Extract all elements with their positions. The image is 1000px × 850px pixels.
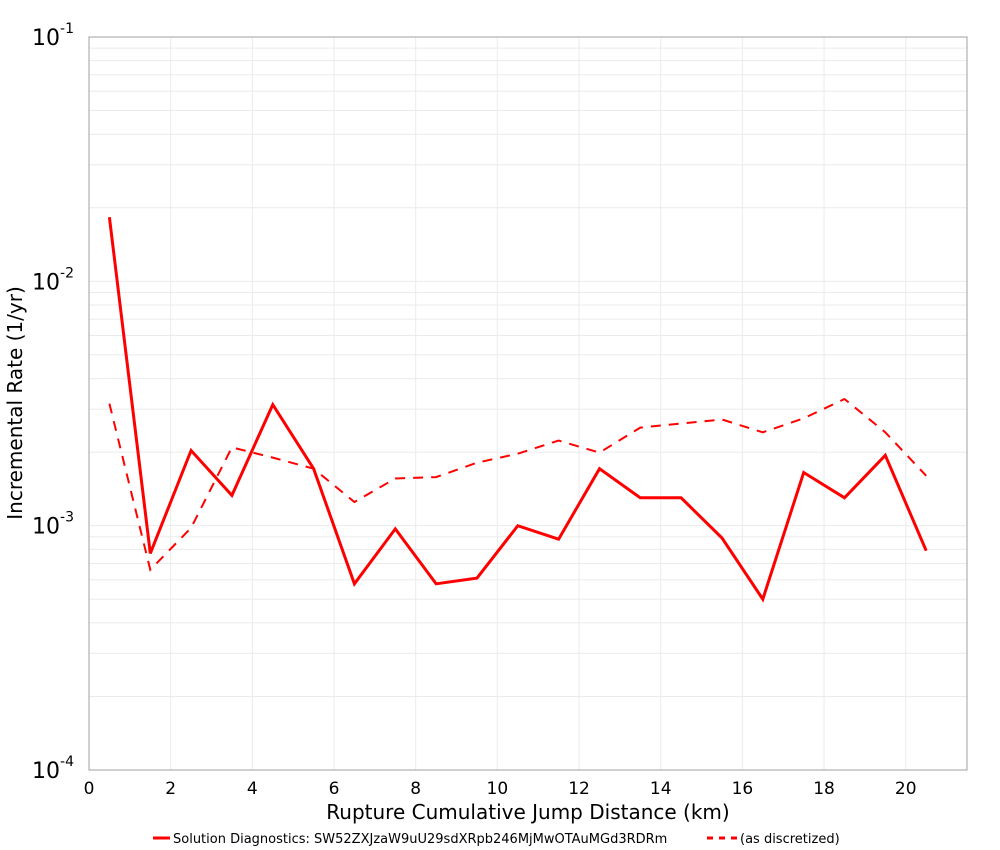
x-tick-label: 6 [329, 779, 340, 799]
x-tick-label: 18 [813, 779, 835, 799]
y-tick-label: 10-2 [32, 265, 74, 295]
legend-dashed-label: (as discretized) [740, 832, 840, 847]
x-tick-label: 16 [732, 779, 754, 799]
series-line-discretized [108, 397, 927, 572]
x-tick-label: 8 [410, 779, 421, 799]
plot-area [89, 37, 967, 770]
legend-solid-label: Solution Diagnostics: SW52ZXJzaW9uU29sdX… [173, 832, 667, 847]
x-tick-label: 2 [165, 779, 176, 799]
y-tick-label: 10-3 [32, 510, 74, 540]
y-tick-label: 10-4 [32, 754, 74, 784]
x-axis-ticks: 0 2 4 6 8 10 12 14 16 18 20 [84, 779, 917, 799]
x-tick-label: 12 [568, 779, 590, 799]
x-tick-label: 0 [84, 779, 95, 799]
x-tick-label: 14 [650, 779, 672, 799]
y-axis-title: Incremental Rate (1/yr) [3, 286, 27, 519]
series-line-solution [107, 217, 928, 603]
x-tick-label: 10 [487, 779, 509, 799]
y-axis-ticks: 10-1 10-2 10-3 10-4 [32, 21, 74, 784]
legend: Solution Diagnostics: SW52ZXJzaW9uU29sdX… [153, 832, 840, 847]
plot-border [88, 36, 968, 771]
x-tick-label: 20 [895, 779, 917, 799]
x-axis-title: Rupture Cumulative Jump Distance (km) [326, 800, 729, 824]
y-tick-label: 10-1 [32, 21, 74, 51]
grid-lines [89, 37, 967, 770]
x-tick-label: 4 [247, 779, 258, 799]
data-series [107, 217, 928, 603]
